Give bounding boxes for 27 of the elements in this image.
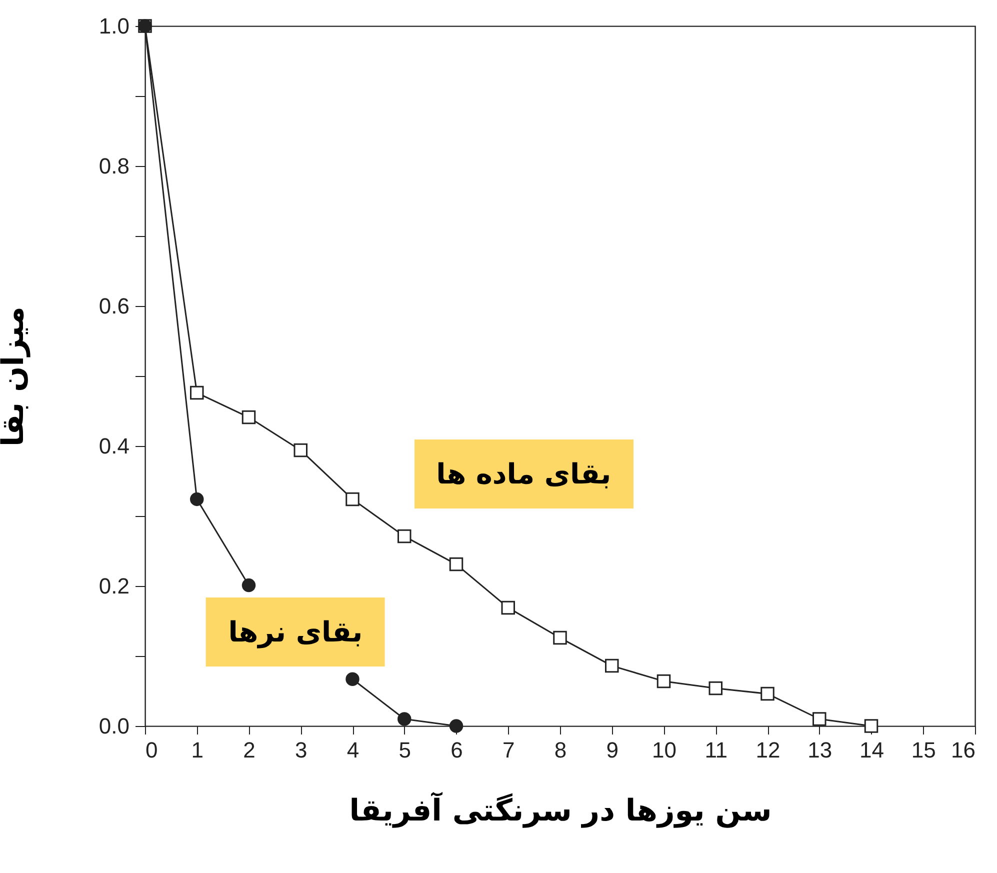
x-tick-label: 7	[502, 738, 515, 762]
y-tick-label: 0.0	[98, 714, 130, 738]
y-tick-label: 1.0	[98, 14, 130, 38]
x-tick-label: 9	[606, 738, 618, 762]
x-tick-label: 8	[554, 738, 567, 762]
y-tick-label: 0.2	[98, 574, 130, 598]
y-tick-label: 0.6	[98, 294, 130, 318]
x-tick-label: 4	[346, 738, 360, 762]
x-tick-label: 5	[398, 738, 411, 762]
series-name-label: بقای نرها	[206, 598, 385, 667]
x-tick-label: 6	[450, 738, 463, 762]
x-tick-label: 13	[808, 738, 832, 762]
y-tick-label: 0.4	[98, 434, 130, 458]
x-tick-label: 14	[860, 738, 884, 762]
y-tick-label: 0.8	[98, 154, 130, 178]
x-tick-label: 12	[756, 738, 780, 762]
y-axis-title: میزان بقا	[0, 306, 31, 446]
x-tick-label: 2	[243, 738, 256, 762]
series-name-label: بقای ماده ها	[414, 440, 634, 508]
x-tick-label: 3	[295, 738, 308, 762]
x-tick-label: 16	[951, 738, 976, 762]
x-tick-label: 1	[191, 738, 204, 762]
x-tick-label: 15	[911, 738, 936, 762]
x-tick-label: 0	[146, 738, 158, 762]
x-tick-label: 11	[704, 738, 728, 762]
x-tick-label: 10	[652, 738, 676, 762]
x-axis-title: سن یوزها در سرنگتی آفریقا	[349, 792, 772, 828]
